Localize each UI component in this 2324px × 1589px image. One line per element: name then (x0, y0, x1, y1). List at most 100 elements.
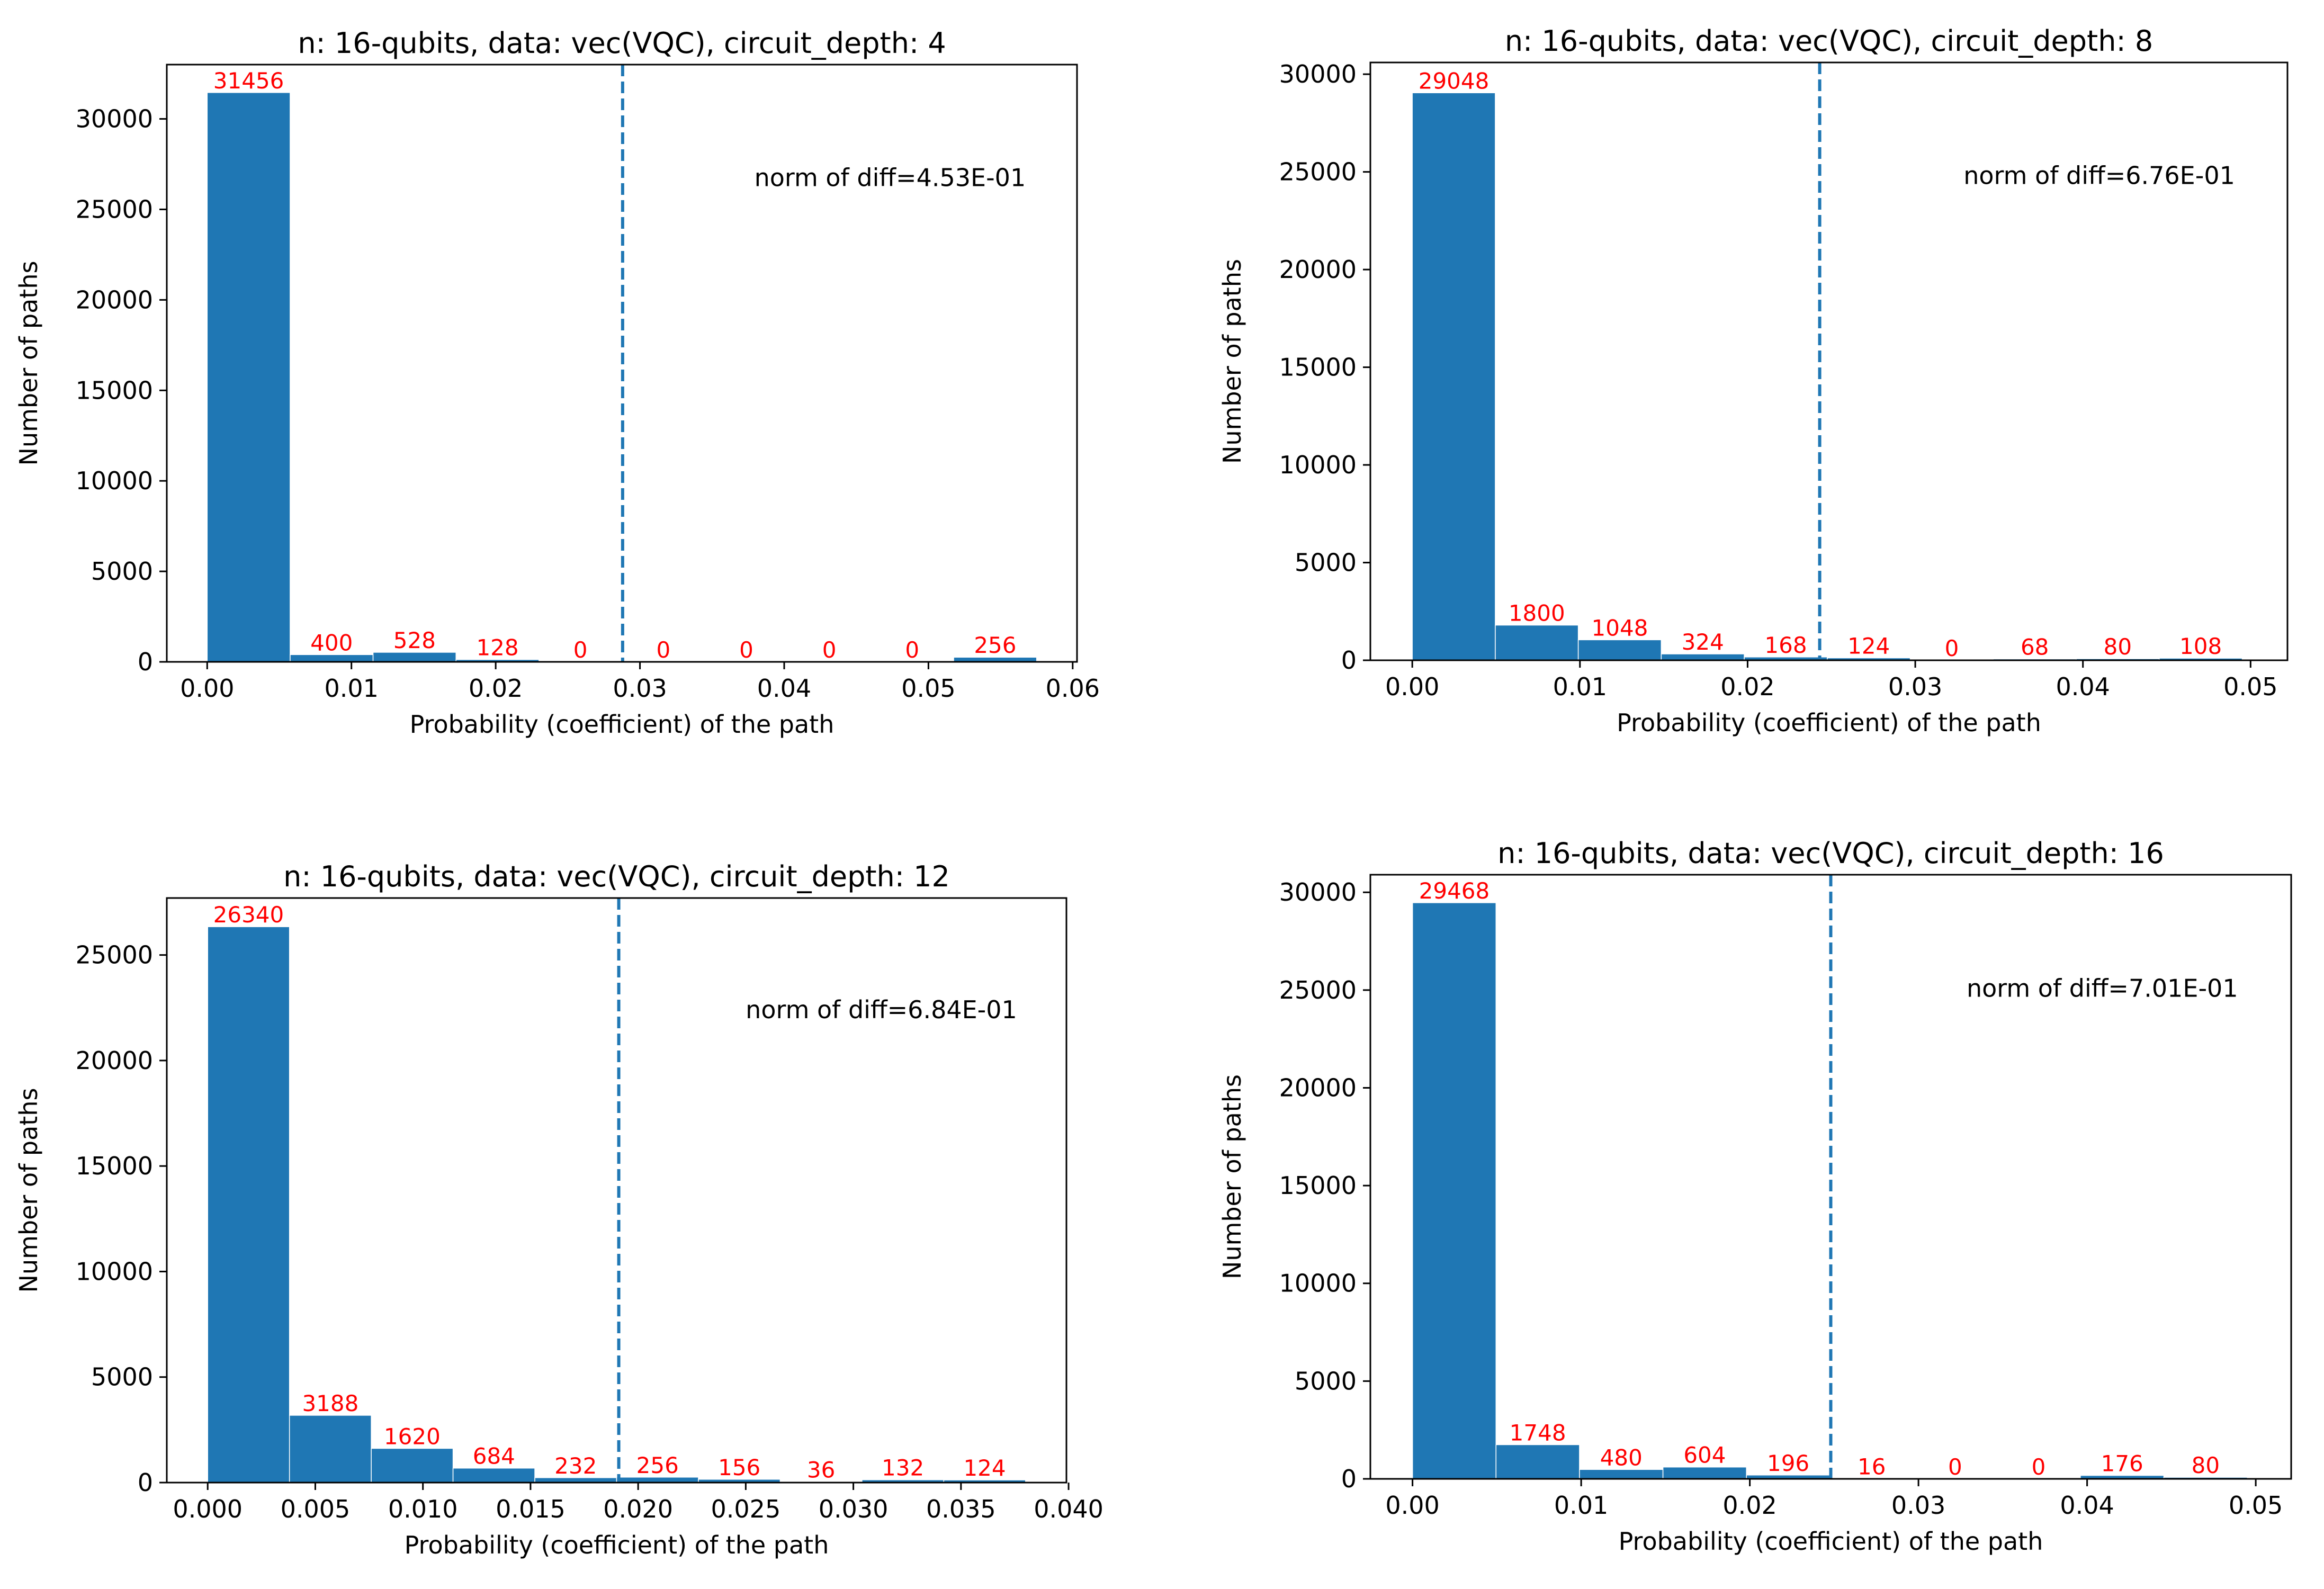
histogram-bar (1495, 1444, 1580, 1479)
y-tick-label: 25000 (76, 195, 153, 223)
bar-value-label: 0 (2032, 1454, 2046, 1480)
bar-value-label: 29468 (1419, 878, 1490, 904)
chart-title: n: 16-qubits, data: vec(VQC), circuit_de… (283, 860, 950, 893)
bar-value-label: 256 (974, 632, 1016, 658)
x-tick-label: 0.05 (901, 674, 955, 703)
x-tick-label: 0.03 (1891, 1491, 1945, 1520)
histogram-bar (371, 1448, 454, 1483)
chart-title: n: 16-qubits, data: vec(VQC), circuit_de… (1505, 24, 2153, 58)
y-tick-label: 0 (1341, 646, 1357, 675)
x-tick-label: 0.02 (469, 674, 523, 703)
x-tick-label: 0.03 (1888, 672, 1942, 701)
x-tick-label: 0.020 (603, 1495, 673, 1523)
bar-value-label: 480 (1600, 1444, 1643, 1470)
chart-panel-3: 26340 3188 1620 684 232 256 156 36 132 124 0.000 0.… (14, 860, 1103, 1559)
bar-value-label: 400 (310, 630, 353, 656)
y-tick-label: 20000 (76, 1046, 153, 1075)
bar-value-label: 108 (2179, 633, 2222, 659)
histogram-bar (372, 652, 456, 662)
bar-value-label: 0 (573, 637, 588, 663)
y-tick-label: 15000 (76, 376, 153, 405)
y-tick-label: 25000 (76, 941, 153, 969)
axes-frame (166, 897, 1067, 1484)
axes-frame (1369, 61, 2289, 661)
bar-value-label: 196 (1767, 1450, 1809, 1476)
chart-title: n: 16-qubits, data: vec(VQC), circuit_de… (1497, 837, 2164, 870)
bar-value-label: 31456 (213, 68, 284, 94)
x-tick-label: 0.030 (819, 1495, 889, 1523)
histogram-bar (207, 92, 291, 662)
x-axis-label: Probability (coefficient) of the path (1619, 1527, 2043, 1556)
chart-panel-2: 29048 1800 1048 324 168 124 0 68 80 108 0.00 0.01 0.… (1218, 24, 2289, 737)
bar-value-label: 3188 (302, 1390, 358, 1416)
x-tick-label: 0.005 (281, 1495, 351, 1523)
y-tick-label: 25000 (1279, 976, 1357, 1004)
x-tick-label: 0.010 (388, 1495, 458, 1523)
bar-value-label: 684 (473, 1443, 515, 1469)
bar-value-label: 324 (1682, 629, 1724, 655)
bar-value-label: 232 (554, 1453, 597, 1479)
y-tick-label: 5000 (1295, 1367, 1357, 1395)
y-tick-label: 10000 (1279, 1269, 1357, 1298)
bar-value-label: 156 (718, 1455, 760, 1480)
x-tick-label: 0.03 (613, 674, 667, 703)
y-tick-label: 20000 (1279, 1073, 1357, 1102)
x-axis-label: Probability (coefficient) of the path (405, 1531, 829, 1559)
histogram-bar (452, 1467, 535, 1483)
x-tick-label: 0.025 (711, 1495, 781, 1523)
chart-title: n: 16-qubits, data: vec(VQC), circuit_de… (298, 26, 946, 60)
y-tick-label: 5000 (91, 557, 153, 586)
bar-value-label: 1748 (1510, 1420, 1566, 1446)
x-tick-label: 0.015 (496, 1495, 566, 1523)
x-tick-label: 0.05 (2223, 672, 2277, 701)
chart-panel-1: 31456 400 528 128 0 0 0 0 0 256 0.00 0.01 0.02 0.03 0.… (14, 26, 1100, 739)
norm-of-diff-annotation: norm of diff=4.53E-01 (755, 163, 1026, 192)
bar-value-label: 256 (636, 1452, 679, 1478)
norm-of-diff-annotation: norm of diff=7.01E-01 (1967, 974, 2238, 1003)
bar-value-label: 0 (905, 637, 919, 663)
x-tick-label: 0.05 (2229, 1491, 2283, 1520)
histogram-bar (1412, 902, 1497, 1479)
x-tick-label: 0.01 (1553, 672, 1607, 701)
bar-value-label: 68 (2021, 634, 2049, 660)
bar-value-label: 168 (1764, 632, 1807, 658)
bar-value-label: 124 (1847, 633, 1890, 659)
x-tick-label: 0.06 (1046, 674, 1100, 703)
y-tick-label: 0 (138, 1468, 153, 1497)
bar-value-label: 124 (963, 1455, 1006, 1481)
y-axis-label: Number of paths (1218, 259, 1246, 464)
y-tick-label: 20000 (76, 285, 153, 314)
bar-value-label: 0 (739, 637, 753, 663)
norm-of-diff-annotation: norm of diff=6.76E-01 (1963, 161, 2235, 190)
bar-value-label: 36 (807, 1457, 835, 1483)
y-tick-label: 10000 (76, 1257, 153, 1286)
x-tick-label: 0.04 (757, 674, 811, 703)
y-tick-label: 15000 (1279, 353, 1357, 382)
y-tick-label: 10000 (76, 466, 153, 495)
y-tick-label: 30000 (1279, 878, 1357, 906)
bar-value-label: 16 (1858, 1453, 1886, 1479)
histogram-bar (289, 1415, 372, 1483)
histogram-bar (290, 654, 374, 662)
histogram-bar (1662, 1466, 1747, 1479)
axes-frame (166, 64, 1078, 663)
histogram-bar (1577, 639, 1662, 661)
y-tick-label: 30000 (76, 105, 153, 133)
bar-value-label: 1048 (1592, 615, 1648, 641)
bar-value-label: 29048 (1419, 68, 1489, 94)
x-tick-label: 0.02 (1720, 672, 1774, 701)
x-axis-label: Probability (coefficient) of the path (410, 710, 835, 739)
histogram-bar (1412, 92, 1496, 661)
bar-value-label: 128 (476, 635, 518, 661)
bar-value-label: 26340 (213, 902, 284, 928)
x-tick-label: 0.01 (1554, 1491, 1608, 1520)
x-tick-label: 0.00 (1385, 1491, 1439, 1520)
x-tick-label: 0.035 (926, 1495, 996, 1523)
y-tick-label: 0 (138, 648, 153, 676)
bar-value-label: 1620 (384, 1423, 441, 1449)
histogram-bar (1579, 1469, 1664, 1479)
y-tick-label: 15000 (1279, 1171, 1357, 1200)
y-tick-label: 10000 (1279, 451, 1357, 479)
bar-value-label: 0 (1948, 1454, 1962, 1480)
